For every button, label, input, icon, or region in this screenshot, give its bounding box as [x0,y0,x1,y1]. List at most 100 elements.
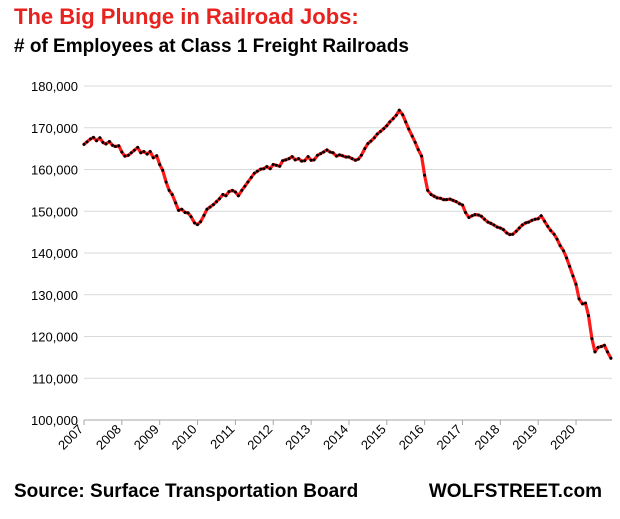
data-point [170,193,174,196]
data-point [255,169,259,173]
data-point [174,201,178,205]
x-tick-label: 2020 [547,422,578,453]
data-point [382,127,386,131]
data-point [590,337,594,341]
data-point [319,152,323,156]
gridlines [84,85,612,421]
data-point [501,228,505,232]
data-point [249,175,253,179]
y-tick-label: 140,000 [31,246,78,261]
data-point [543,219,547,223]
data-point [240,188,244,192]
x-tick-label: 2008 [93,422,124,453]
data-point [331,151,335,155]
data-point [293,158,297,162]
data-point [142,150,146,153]
data-point [609,356,613,360]
data-point [274,163,278,167]
data-point [252,171,256,175]
data-point [180,207,184,211]
data-point [533,217,537,221]
data-point [208,205,212,209]
data-point [482,217,486,221]
data-point [574,282,578,286]
data-point [401,113,405,117]
x-tick-label: 2013 [282,422,313,453]
data-point [309,158,313,162]
data-point [378,130,382,133]
data-point [555,237,559,241]
data-point [312,158,316,162]
data-point [335,154,338,158]
x-tick-label: 2017 [434,422,465,453]
data-point [95,139,98,143]
data-point [423,173,427,177]
data-point [303,159,307,163]
data-point [107,140,111,143]
data-point [281,159,285,163]
data-point [155,154,159,158]
data-point [363,147,367,151]
data-point [527,220,531,224]
data-point [369,139,373,143]
data-point [224,194,228,198]
data-point [394,113,398,117]
data-point [227,190,231,194]
data-point [479,214,483,218]
data-point [426,188,430,192]
data-point [297,157,301,161]
data-point [322,150,326,154]
data-point [366,142,370,146]
data-point [391,117,395,121]
data-point [104,142,108,146]
data-point [139,151,143,155]
x-tick-label: 2018 [471,422,502,453]
data-point [148,150,152,153]
data-point [145,152,149,156]
data-point [372,136,376,140]
data-point [581,302,584,306]
x-tick-label: 2011 [207,422,237,452]
x-tick-label: 2016 [396,422,427,453]
data-point [356,157,360,161]
data-point [404,120,408,124]
data-point [151,156,155,160]
data-point [205,207,209,211]
data-point [492,223,496,227]
data-point [514,229,518,233]
data-point [259,167,263,171]
data-point [85,140,89,144]
data-point [410,134,414,138]
data-point [287,157,291,161]
data-point [233,190,237,194]
data-point [584,301,587,305]
data-point [117,144,121,148]
data-point [420,154,424,158]
data-point [432,194,436,198]
data-point [88,137,92,141]
data-point [413,140,417,144]
data-point [341,154,344,158]
data-point [183,211,187,214]
data-point [202,213,206,217]
data-point [416,148,420,151]
x-tick-label: 2019 [509,422,540,453]
data-point [552,232,556,236]
data-point [445,198,449,202]
data-point [593,350,597,354]
data-point [284,158,288,162]
data-point [596,345,600,349]
data-point [549,229,553,232]
data-point [599,345,603,348]
data-point [524,221,528,225]
data-point [429,193,433,196]
data-point [495,225,499,229]
x-axis-ticks: 2007 2008 2009 2010 2011 2012 2013 2014 2015 2016… [55,420,578,453]
data-point [290,155,294,159]
data-point [375,132,379,136]
data-point [407,127,411,131]
y-tick-label: 180,000 [31,79,78,94]
data-point [344,155,348,159]
data-point [359,153,363,157]
